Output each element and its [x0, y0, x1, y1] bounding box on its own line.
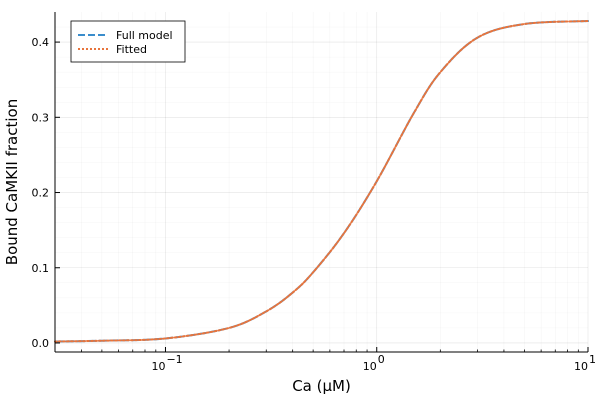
x-axis-title: Ca (μM) — [292, 377, 351, 395]
legend-label-full-model: Full model — [116, 29, 173, 42]
y-tick-label: 0.2 — [32, 187, 50, 200]
x-tick-exponent: 0 — [378, 353, 385, 366]
legend-box — [70, 20, 186, 63]
x-tick-label: 10 — [363, 360, 377, 373]
series-lines — [54, 20, 589, 343]
legend-label-fitted: Fitted — [116, 43, 147, 56]
x-tick-label: 10 — [151, 360, 165, 373]
x-tick-exponent: −1 — [166, 353, 182, 366]
y-tick-label: 0.1 — [32, 262, 50, 275]
series-line-fitted — [54, 20, 589, 343]
x-tick-exponent: 1 — [589, 353, 596, 366]
grid — [54, 12, 589, 352]
y-axis-title: Bound CaMKII fraction — [3, 99, 21, 265]
axes — [54, 12, 588, 353]
y-tick-label: 0.4 — [32, 36, 50, 49]
legend: Full model Fitted — [70, 20, 186, 63]
x-tick-label: 10 — [574, 360, 588, 373]
y-tick-label: 0.0 — [32, 337, 50, 350]
y-tick-label: 0.3 — [32, 111, 50, 124]
